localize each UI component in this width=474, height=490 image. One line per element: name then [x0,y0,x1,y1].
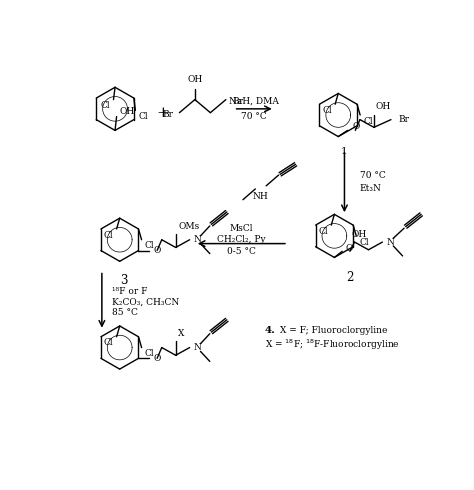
Text: 4.: 4. [264,326,275,335]
Text: X = $^{18}$F; $^{18}$F-Fluoroclorgyline: X = $^{18}$F; $^{18}$F-Fluoroclorgyline [264,337,400,352]
Text: Cl: Cl [363,117,373,125]
Text: K₂CO₃, CH₃CN: K₂CO₃, CH₃CN [112,297,179,307]
Text: N: N [193,343,201,352]
Text: NH: NH [253,192,269,201]
Text: O: O [352,122,360,131]
Text: Cl: Cl [322,106,332,115]
Text: O: O [153,246,161,255]
Text: Br: Br [162,110,173,119]
Text: Cl: Cl [138,112,148,121]
Text: CH₂Cl₂, Py: CH₂Cl₂, Py [217,235,266,244]
Text: MsCl: MsCl [229,224,253,233]
Text: Cl: Cl [359,238,369,246]
Text: 85 °C: 85 °C [112,308,138,318]
Text: Cl: Cl [101,101,110,110]
Text: 2: 2 [346,270,354,284]
Text: Br: Br [232,97,243,106]
Text: Cl: Cl [104,231,113,240]
Text: OH: OH [352,230,367,239]
Text: X: X [178,329,184,338]
Text: 70 °C: 70 °C [241,112,267,121]
Text: OMs: OMs [178,221,199,230]
Text: OH: OH [375,102,391,111]
Text: 3: 3 [120,274,128,288]
Text: Cl: Cl [104,339,113,347]
Text: Et₃N: Et₃N [360,184,382,193]
Text: N: N [386,238,394,246]
Text: N: N [193,235,201,244]
Text: 1: 1 [341,147,348,156]
Text: NaH, DMA: NaH, DMA [229,97,279,106]
Text: 70 °C: 70 °C [360,172,386,180]
Text: OH: OH [120,107,135,116]
Text: O: O [346,244,354,253]
Text: O: O [153,354,161,363]
Text: +: + [156,106,169,120]
Text: 0-5 °C: 0-5 °C [227,247,256,256]
Text: Cl: Cl [145,242,155,250]
Text: Cl: Cl [145,349,155,358]
Text: Cl: Cl [319,227,328,236]
Text: OH: OH [187,75,202,84]
Text: ¹⁸F or F: ¹⁸F or F [112,287,147,296]
Text: Br: Br [399,115,410,124]
Text: X = F; Fluoroclorgyline: X = F; Fluoroclorgyline [280,326,388,335]
